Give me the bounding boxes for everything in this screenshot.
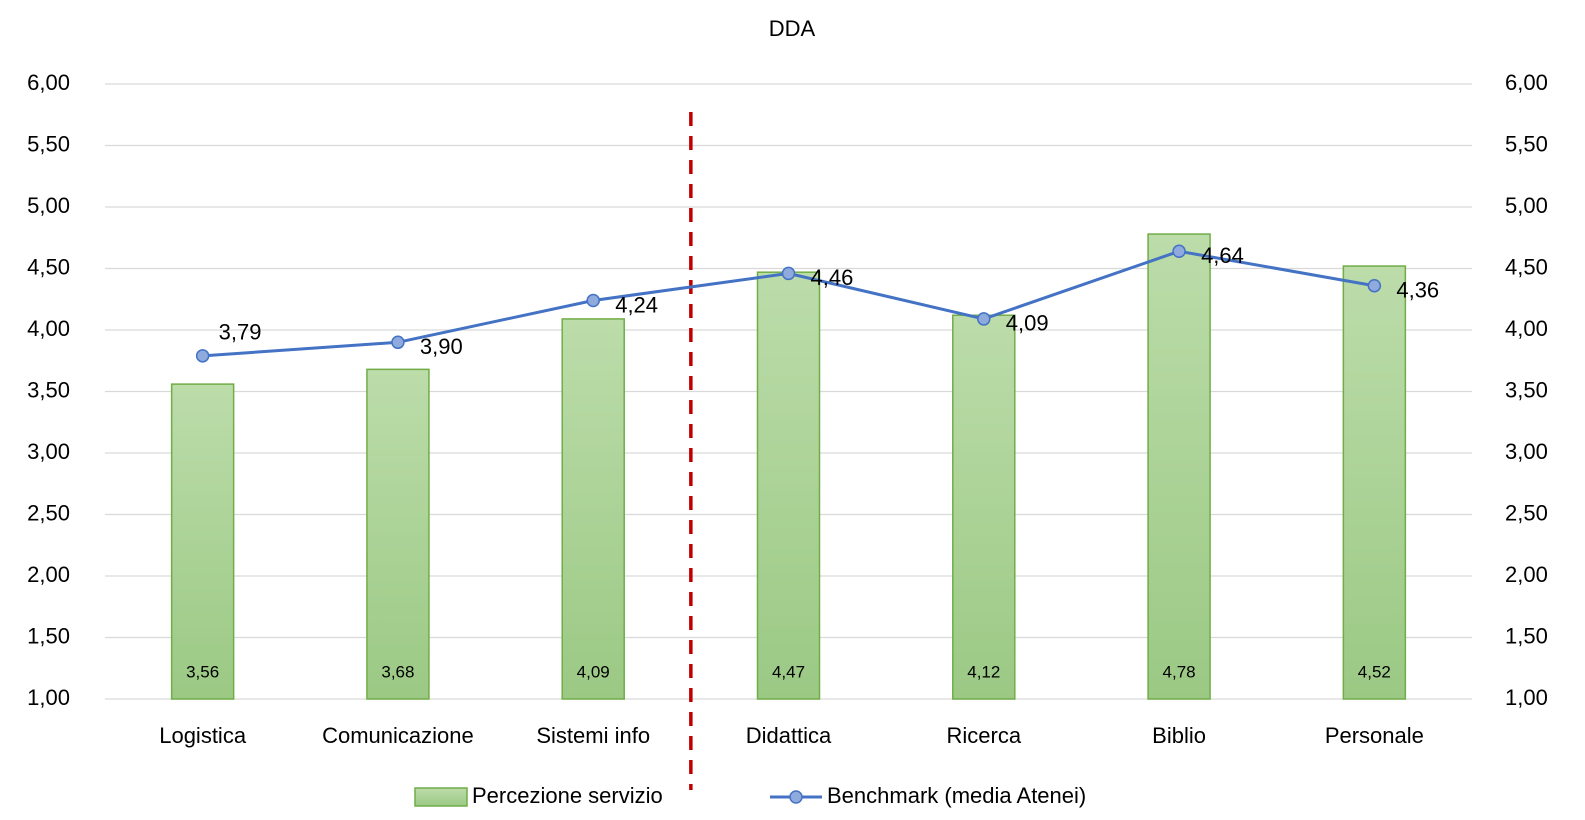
y2-tick-label: 3,00 <box>1505 439 1548 464</box>
x-tick-label: Logistica <box>159 723 247 748</box>
legend-swatch <box>414 787 468 807</box>
bar <box>952 314 1016 700</box>
bar <box>170 383 235 700</box>
line-value-label: 4,09 <box>1006 311 1049 336</box>
bar-value-label: 4,12 <box>967 662 1000 681</box>
line-marker <box>586 293 600 308</box>
y-tick-label: 4,50 <box>27 254 70 279</box>
line-marker <box>195 349 210 363</box>
y2-tick-label: 5,50 <box>1505 131 1548 156</box>
y2-tick-label: 1,00 <box>1505 685 1548 710</box>
y-tick-label: 2,50 <box>27 500 70 525</box>
x-tick-label: Biblio <box>1152 723 1206 748</box>
line-marker <box>391 335 405 350</box>
bar-value-label: 4,09 <box>577 662 610 681</box>
line-marker <box>977 312 991 326</box>
chart-title: DDA <box>769 16 816 41</box>
y2-tick-label: 5,00 <box>1505 193 1548 218</box>
bar-value-label: 3,68 <box>381 662 414 681</box>
y-tick-label: 5,50 <box>27 131 70 156</box>
line-value-label: 3,79 <box>219 320 262 345</box>
y2-tick-label: 4,00 <box>1505 316 1548 341</box>
line-value-label: 4,46 <box>811 265 854 290</box>
y2-tick-label: 2,50 <box>1505 500 1548 525</box>
y-tick-label: 1,50 <box>27 623 70 648</box>
legend-label: Percezione servizio <box>472 783 663 808</box>
line-value-label: 4,36 <box>1396 278 1439 303</box>
bar <box>561 318 625 700</box>
line-value-label: 3,90 <box>420 334 463 359</box>
x-tick-label: Personale <box>1325 723 1424 748</box>
line-value-label: 4,64 <box>1201 243 1244 268</box>
y2-tick-label: 1,50 <box>1505 623 1548 648</box>
x-tick-label: Didattica <box>746 723 832 748</box>
bar <box>1147 233 1211 700</box>
x-tick-label: Sistemi info <box>536 723 650 748</box>
y-tick-label: 6,00 <box>27 70 70 95</box>
x-tick-label: Comunicazione <box>322 723 474 748</box>
y2-tick-label: 6,00 <box>1505 70 1548 95</box>
bar <box>756 271 821 700</box>
y-tick-label: 4,00 <box>27 316 70 341</box>
line-marker <box>1172 244 1186 259</box>
bar-value-label: 3,56 <box>186 662 219 681</box>
bar <box>1342 265 1407 700</box>
line-marker <box>1367 278 1382 293</box>
y-tick-label: 1,00 <box>27 685 70 710</box>
line-value-label: 4,24 <box>615 292 658 317</box>
x-tick-label: Ricerca <box>946 723 1021 748</box>
bar-value-label: 4,47 <box>772 662 805 681</box>
legend-marker <box>789 790 803 804</box>
bar-value-label: 4,52 <box>1358 662 1391 681</box>
y-tick-label: 2,00 <box>27 562 70 587</box>
legend-label: Benchmark (media Atenei) <box>827 783 1086 808</box>
y2-tick-label: 2,00 <box>1505 562 1548 587</box>
y-tick-label: 3,00 <box>27 439 70 464</box>
bar-value-label: 4,78 <box>1163 662 1196 681</box>
bar <box>366 368 430 700</box>
y2-tick-label: 3,50 <box>1505 377 1548 402</box>
y-tick-label: 3,50 <box>27 377 70 402</box>
y2-tick-label: 4,50 <box>1505 254 1548 279</box>
line-marker <box>781 266 796 281</box>
y-tick-label: 5,00 <box>27 193 70 218</box>
